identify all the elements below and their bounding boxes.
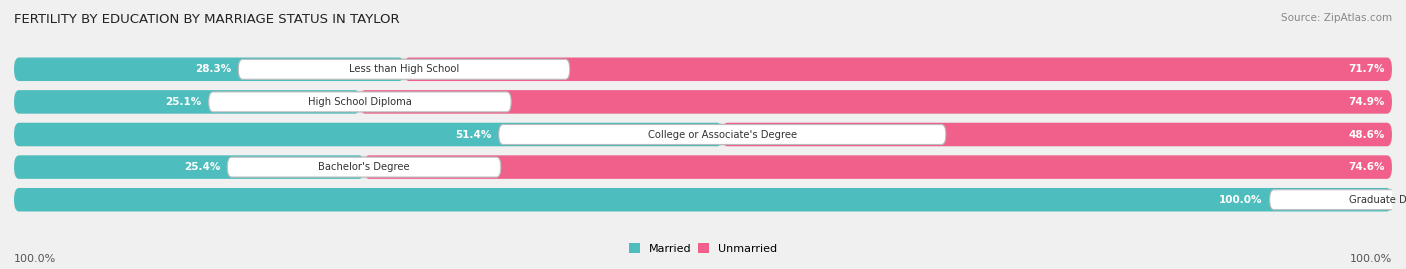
FancyBboxPatch shape bbox=[14, 58, 1392, 81]
FancyBboxPatch shape bbox=[1270, 190, 1406, 210]
FancyBboxPatch shape bbox=[208, 92, 512, 112]
Text: Source: ZipAtlas.com: Source: ZipAtlas.com bbox=[1281, 13, 1392, 23]
Text: 74.6%: 74.6% bbox=[1348, 162, 1385, 172]
FancyBboxPatch shape bbox=[14, 90, 1392, 114]
FancyBboxPatch shape bbox=[228, 157, 501, 177]
Text: 100.0%: 100.0% bbox=[14, 254, 56, 264]
Text: 51.4%: 51.4% bbox=[456, 129, 492, 140]
FancyBboxPatch shape bbox=[499, 125, 946, 144]
Text: 48.6%: 48.6% bbox=[1348, 129, 1385, 140]
Legend: Married, Unmarried: Married, Unmarried bbox=[624, 238, 782, 258]
Text: Less than High School: Less than High School bbox=[349, 64, 460, 74]
FancyBboxPatch shape bbox=[14, 123, 1392, 146]
FancyBboxPatch shape bbox=[14, 155, 1392, 179]
FancyBboxPatch shape bbox=[14, 188, 1392, 211]
FancyBboxPatch shape bbox=[14, 188, 1392, 211]
Text: 25.4%: 25.4% bbox=[184, 162, 221, 172]
Text: 71.7%: 71.7% bbox=[1348, 64, 1385, 74]
Text: 100.0%: 100.0% bbox=[1350, 254, 1392, 264]
FancyBboxPatch shape bbox=[14, 155, 364, 179]
Text: 25.1%: 25.1% bbox=[166, 97, 202, 107]
FancyBboxPatch shape bbox=[360, 90, 1392, 114]
Text: Bachelor's Degree: Bachelor's Degree bbox=[318, 162, 411, 172]
Text: 28.3%: 28.3% bbox=[195, 64, 232, 74]
Text: FERTILITY BY EDUCATION BY MARRIAGE STATUS IN TAYLOR: FERTILITY BY EDUCATION BY MARRIAGE STATU… bbox=[14, 13, 399, 26]
FancyBboxPatch shape bbox=[404, 58, 1392, 81]
FancyBboxPatch shape bbox=[238, 59, 569, 79]
FancyBboxPatch shape bbox=[14, 123, 723, 146]
Text: 74.9%: 74.9% bbox=[1348, 97, 1385, 107]
FancyBboxPatch shape bbox=[364, 155, 1392, 179]
Text: College or Associate's Degree: College or Associate's Degree bbox=[648, 129, 797, 140]
Text: 100.0%: 100.0% bbox=[1219, 195, 1263, 205]
Text: High School Diploma: High School Diploma bbox=[308, 97, 412, 107]
FancyBboxPatch shape bbox=[14, 58, 404, 81]
FancyBboxPatch shape bbox=[14, 90, 360, 114]
Text: Graduate Degree: Graduate Degree bbox=[1348, 195, 1406, 205]
FancyBboxPatch shape bbox=[723, 123, 1392, 146]
